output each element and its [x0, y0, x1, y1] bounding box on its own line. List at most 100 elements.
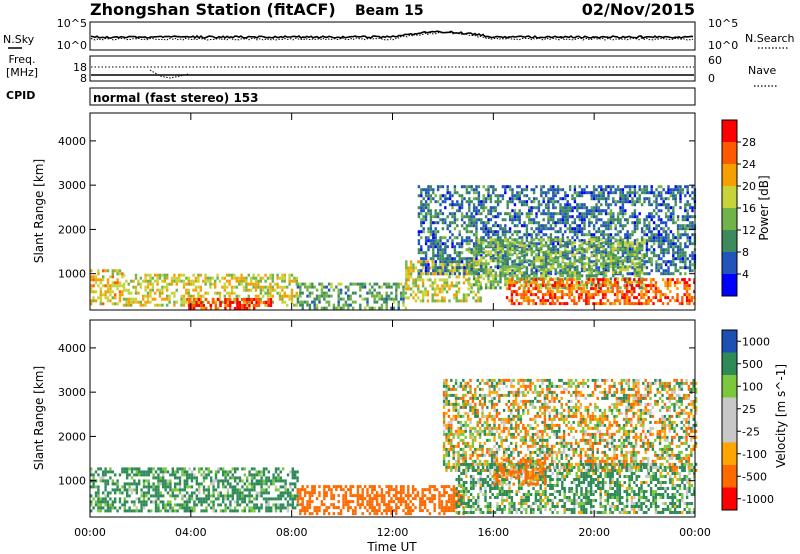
power-cell — [489, 250, 493, 254]
velocity-cell — [116, 488, 119, 492]
power-cell — [585, 283, 589, 287]
velocity-cell — [250, 500, 254, 504]
velocity-cell — [277, 479, 280, 483]
freq-right-tick-bottom: 0 — [708, 72, 715, 85]
power-cell — [397, 300, 400, 304]
power-cell — [686, 212, 689, 216]
velocity-cell — [299, 497, 302, 501]
power-cell — [200, 304, 203, 307]
power-cell — [578, 247, 581, 251]
power-cell — [111, 290, 114, 294]
power-cell — [535, 197, 538, 201]
power-cell — [185, 276, 188, 280]
power-cell — [540, 272, 543, 276]
power-cell — [445, 272, 449, 276]
power-cell — [127, 297, 130, 301]
power-cell — [532, 278, 535, 282]
power-cell — [575, 302, 578, 306]
power-cell — [404, 306, 408, 310]
power-cell — [648, 215, 651, 219]
velocity-cell — [198, 470, 201, 474]
velocity-cell — [202, 497, 206, 501]
power-cell — [306, 285, 309, 289]
power-cell — [254, 279, 258, 283]
power-cell — [212, 298, 215, 301]
power-cell — [432, 191, 435, 195]
power-cell — [528, 215, 531, 219]
power-cell — [537, 233, 541, 237]
power-cell — [542, 256, 545, 260]
velocity-cell — [325, 509, 328, 513]
velocity-cell — [92, 482, 95, 486]
power-cell — [484, 265, 488, 269]
velocity-cell — [138, 509, 141, 513]
power-cell — [520, 200, 524, 204]
power-cell — [554, 206, 557, 210]
power-cell — [640, 241, 644, 245]
power-cell — [607, 233, 610, 237]
velocity-cell — [183, 482, 186, 486]
velocity-cell — [286, 494, 290, 498]
power-cell — [618, 290, 622, 294]
power-cell — [151, 297, 154, 301]
power-cell — [460, 200, 464, 204]
power-cell — [576, 230, 579, 234]
velocity-cell — [162, 470, 165, 474]
power-cell — [576, 283, 579, 287]
power-cell — [269, 273, 272, 277]
power-cell — [206, 276, 210, 280]
power-cell — [590, 221, 593, 225]
power-cell — [525, 290, 528, 294]
power-cell — [252, 273, 255, 277]
power-cell — [554, 200, 557, 204]
power-cell — [592, 197, 596, 201]
power-cell — [168, 294, 171, 298]
power-cell — [278, 291, 282, 295]
power-cell — [570, 287, 574, 291]
power-cell — [446, 254, 449, 258]
power-cell — [156, 273, 159, 277]
power-cell — [588, 230, 591, 234]
velocity-cell — [188, 500, 191, 504]
power-cell — [494, 194, 497, 198]
velocity-cell — [318, 509, 321, 513]
power-cell — [504, 272, 507, 276]
power-cell — [221, 276, 224, 280]
power-cell — [633, 215, 637, 219]
power-cell — [566, 209, 569, 213]
power-cell — [434, 260, 437, 264]
power-cell — [676, 281, 679, 285]
power-cell — [451, 212, 454, 216]
power-cell — [532, 230, 536, 234]
power-cell — [552, 185, 555, 189]
power-cell — [655, 263, 658, 267]
power-cell — [643, 238, 646, 242]
power-cell — [666, 296, 670, 300]
velocity-cell — [265, 497, 268, 501]
power-cell — [114, 296, 117, 300]
power-cell — [564, 230, 567, 234]
power-cell — [669, 278, 672, 282]
power-cell — [451, 260, 454, 264]
power-cell — [511, 242, 514, 246]
power-cell — [238, 294, 241, 298]
power-cell — [444, 206, 447, 210]
power-cell — [686, 203, 689, 207]
power-cell — [523, 242, 526, 246]
power-cell — [456, 251, 459, 255]
power-cell — [267, 301, 270, 304]
velocity-cell — [99, 476, 102, 480]
power-cell — [320, 291, 324, 295]
power-cell — [144, 300, 147, 304]
power-cell — [501, 239, 505, 243]
power-cell — [552, 238, 555, 242]
power-cell — [513, 241, 517, 245]
power-cell — [467, 287, 470, 291]
power-cell — [633, 242, 637, 246]
velocity-cell — [97, 494, 100, 498]
power-cell — [528, 241, 531, 245]
power-cell — [241, 307, 244, 310]
power-cell — [637, 299, 641, 303]
power-cell — [546, 290, 550, 294]
power-cell — [463, 185, 466, 189]
